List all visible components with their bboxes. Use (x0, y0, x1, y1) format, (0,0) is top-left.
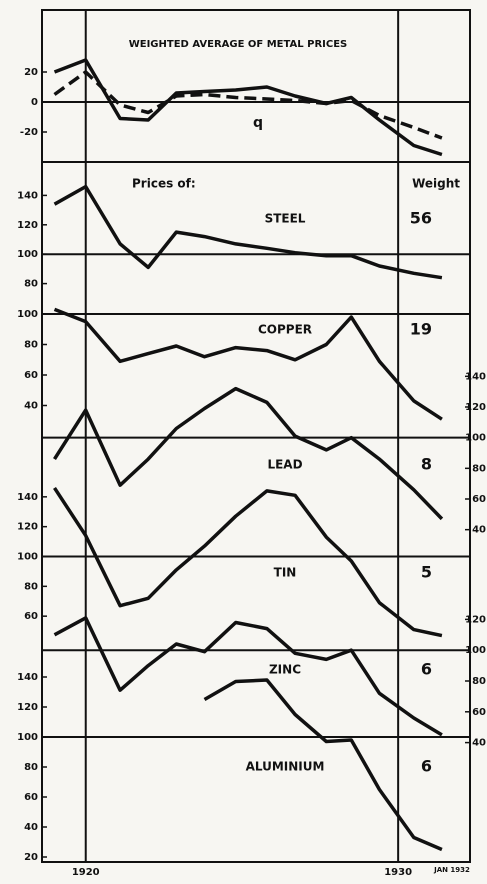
metal-weight: 56 (410, 209, 432, 228)
y-tick-label: 60 (472, 707, 486, 718)
y-tick-label: 100 (465, 645, 486, 656)
chart-title: WEIGHTED AVERAGE OF METAL PRICES (129, 39, 348, 50)
metal-name: STEEL (265, 212, 306, 226)
y-tick-label: 80 (24, 581, 38, 592)
y-tick-label: -20 (20, 127, 38, 138)
y-tick-label: 60 (472, 494, 486, 505)
y-tick-label: 0 (31, 97, 38, 108)
price-line (203, 678, 443, 852)
metal-name: LEAD (267, 458, 302, 472)
y-tick-label: 120 (17, 522, 38, 533)
y-tick-label: 100 (17, 552, 38, 563)
annotation: q (253, 115, 263, 131)
y-tick-label: 80 (24, 279, 38, 290)
metal-name: ALUMINIUM (246, 760, 325, 774)
y-tick-label: 100 (17, 732, 38, 743)
y-tick-label: 40 (24, 401, 38, 412)
y-tick-label: 20 (24, 852, 38, 863)
y-tick-label: 120 (465, 614, 486, 625)
y-tick-label: 60 (24, 611, 38, 622)
metal-weight: 6 (421, 757, 432, 776)
y-tick-label: 140 (17, 492, 38, 503)
y-tick-label: 20 (24, 67, 38, 78)
price-line (53, 486, 443, 638)
y-tick-label: 100 (17, 309, 38, 320)
price-line (53, 70, 443, 140)
y-tick-label: 80 (24, 762, 38, 773)
header-left: Prices of: (132, 177, 196, 191)
price-line (53, 58, 443, 157)
y-tick-label: 80 (472, 676, 486, 687)
end-label: JAN 1932 (433, 866, 470, 874)
y-tick-label: 100 (465, 433, 486, 444)
y-tick-label: 40 (24, 822, 38, 833)
metal-weight: 6 (421, 660, 432, 679)
price-line (53, 616, 443, 737)
y-tick-label: 80 (472, 463, 486, 474)
y-tick-label: 140 (17, 190, 38, 201)
y-tick-label: 100 (17, 249, 38, 260)
metal-name: ZINC (269, 663, 301, 677)
y-tick-label: 140 (465, 371, 486, 382)
y-tick-label: 120 (17, 220, 38, 231)
y-tick-label: 40 (472, 525, 486, 536)
metal-name: TIN (274, 566, 297, 580)
price-line (53, 386, 444, 521)
metal-name: COPPER (258, 323, 312, 337)
price-line (53, 307, 443, 421)
x-tick-label: 1920 (72, 867, 100, 878)
y-tick-label: 60 (24, 370, 38, 381)
price-line (53, 184, 443, 280)
metal-weight: 19 (410, 320, 432, 339)
metal-weight: 5 (421, 563, 432, 582)
header-right: Weight (412, 177, 460, 191)
y-tick-label: 60 (24, 792, 38, 803)
y-tick-label: 40 (472, 738, 486, 749)
y-tick-label: 80 (24, 340, 38, 351)
y-tick-label: 120 (17, 702, 38, 713)
x-tick-label: 1930 (384, 867, 412, 878)
metal-weight: 8 (421, 455, 432, 474)
y-tick-label: 140 (17, 672, 38, 683)
plot-frame (41, 9, 471, 863)
y-tick-label: 120 (465, 402, 486, 413)
